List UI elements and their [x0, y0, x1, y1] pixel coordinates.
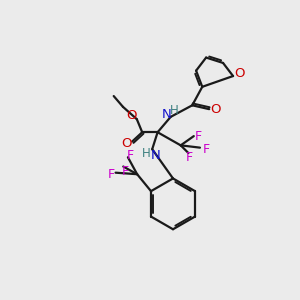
- Text: N: N: [162, 108, 172, 121]
- Text: F: F: [186, 151, 193, 164]
- Text: H: H: [170, 104, 179, 117]
- Text: O: O: [234, 67, 244, 80]
- Text: O: O: [210, 103, 220, 116]
- Text: F: F: [195, 130, 202, 142]
- Text: F: F: [127, 149, 134, 162]
- Text: F: F: [107, 168, 115, 181]
- Text: F: F: [121, 165, 128, 178]
- Text: F: F: [202, 143, 210, 157]
- Text: H: H: [142, 146, 150, 160]
- Text: N: N: [150, 149, 160, 162]
- Text: O: O: [126, 109, 137, 122]
- Text: O: O: [121, 137, 131, 150]
